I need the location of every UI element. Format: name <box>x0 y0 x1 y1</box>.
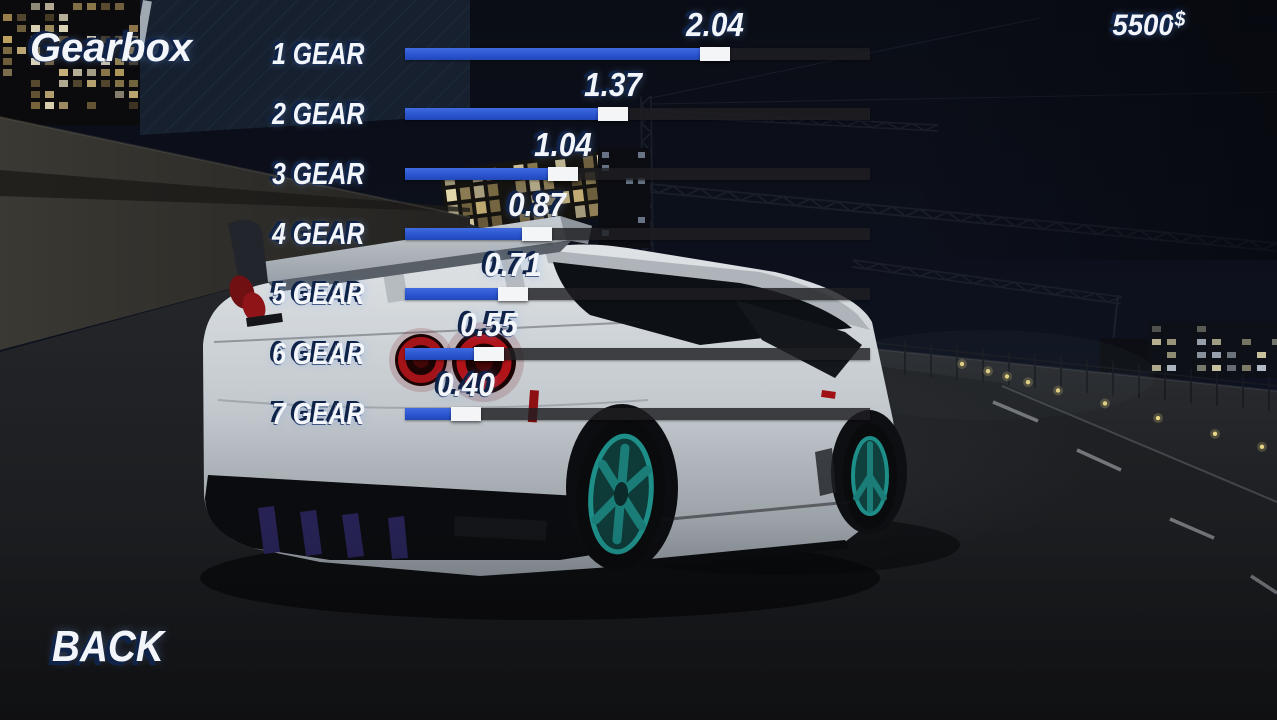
gear-slider-track[interactable] <box>405 287 870 301</box>
gear-slider-track[interactable] <box>405 227 870 241</box>
gear-slider-handle[interactable] <box>598 107 629 121</box>
gear-slider-handle[interactable] <box>522 227 553 241</box>
gear-slider-track[interactable] <box>405 407 870 421</box>
gear-slider-fill <box>405 168 549 180</box>
gear-slider-handle[interactable] <box>473 347 504 361</box>
gear-slider-track[interactable] <box>405 47 870 61</box>
gear-value: 1.04 <box>534 126 592 163</box>
gear-slider-fill <box>405 408 451 420</box>
gear-slider-track[interactable] <box>405 167 870 181</box>
gear-value: 2.04 <box>686 6 744 43</box>
gear-label: 4 GEAR <box>271 216 364 251</box>
gear-slider-fill <box>405 48 700 60</box>
gear-value: 0.40 <box>436 366 495 403</box>
money-display: 5500$ <box>1112 8 1185 43</box>
gear-label: 2 GEAR <box>271 96 364 131</box>
gear-slider-track[interactable] <box>405 347 870 361</box>
gear-label: 5 GEAR <box>271 276 364 311</box>
gear-value: 0.71 <box>483 246 542 283</box>
gear-slider-handle[interactable] <box>548 167 579 181</box>
gear-slider-fill <box>405 348 474 360</box>
gear-slider-handle[interactable] <box>450 407 481 421</box>
money-amount: 5500 <box>1111 9 1174 42</box>
gear-value: 1.37 <box>584 66 643 103</box>
gear-slider-handle[interactable] <box>700 47 730 61</box>
gear-label: 7 GEAR <box>271 396 364 431</box>
page-title: Gearbox <box>30 26 193 70</box>
gear-label: 6 GEAR <box>271 336 364 371</box>
gear-slider-fill <box>405 228 523 240</box>
back-button[interactable]: BACK <box>52 622 164 671</box>
gear-slider-fill <box>405 108 599 120</box>
gear-slider-handle[interactable] <box>497 287 528 301</box>
gear-value: 0.55 <box>459 306 518 343</box>
gear-value: 0.87 <box>508 186 567 223</box>
gear-label: 1 GEAR <box>271 36 364 71</box>
currency-symbol: $ <box>1174 8 1185 31</box>
gear-slider-fill <box>405 288 498 300</box>
gear-label: 3 GEAR <box>271 156 364 191</box>
gear-slider-track[interactable] <box>405 107 870 121</box>
